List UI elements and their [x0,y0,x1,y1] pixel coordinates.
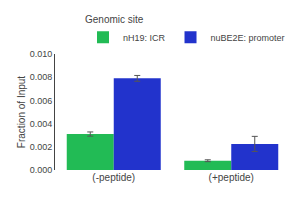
svg-text:nH19: ICR: nH19: ICR [123,33,166,43]
svg-text:0.006: 0.006 [30,96,53,106]
svg-text:(+peptide): (+peptide) [209,172,254,183]
svg-text:0.008: 0.008 [30,72,53,82]
svg-text:0.010: 0.010 [30,49,53,59]
svg-text:(-peptide): (-peptide) [92,172,135,183]
svg-text:0.000: 0.000 [30,165,53,175]
svg-text:0.004: 0.004 [30,119,53,129]
svg-text:nuBE2E: promoter: nuBE2E: promoter [211,33,285,43]
svg-text:Genomic site: Genomic site [85,14,144,25]
svg-text:0.002: 0.002 [30,142,53,152]
svg-text:Fraction of Input: Fraction of Input [16,76,27,148]
